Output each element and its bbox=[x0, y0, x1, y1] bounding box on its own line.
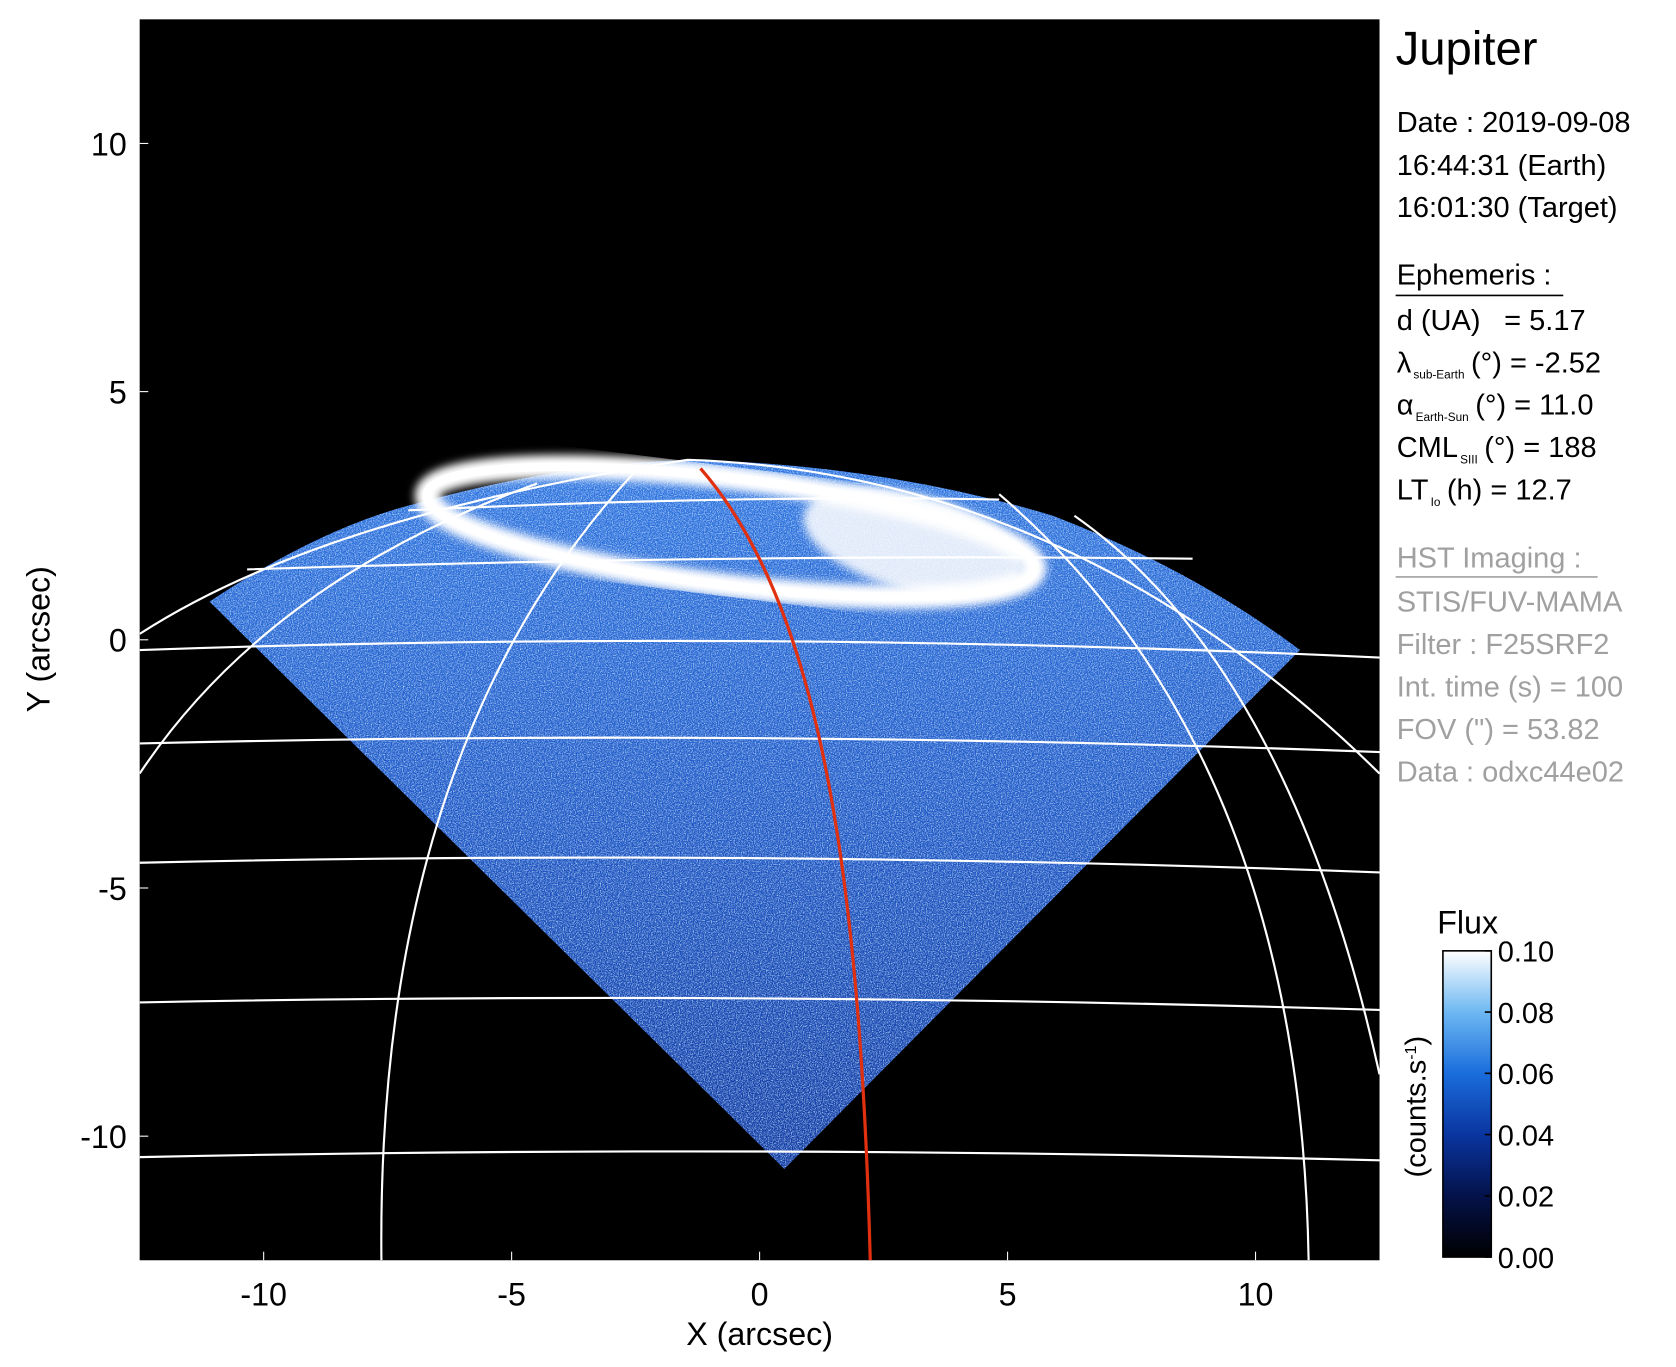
x-tick-label: -10 bbox=[240, 1276, 287, 1312]
ephemeris-subscript: SIII bbox=[1460, 453, 1478, 467]
imaging-line: Filter : F25SRF2 bbox=[1397, 629, 1610, 661]
y-tick-label: 0 bbox=[109, 623, 127, 659]
time-target: 16:01:30 (Target) bbox=[1397, 192, 1618, 224]
colorbar-tick-label: 0.10 bbox=[1498, 937, 1554, 969]
colorbar-title: Flux bbox=[1437, 905, 1498, 941]
imaging-heading: HST Imaging : bbox=[1397, 542, 1582, 574]
ephemeris-subscript: Io bbox=[1431, 495, 1441, 509]
ephemeris-symbol: d (UA) bbox=[1397, 305, 1481, 337]
x-tick-label: -5 bbox=[497, 1276, 526, 1312]
x-tick-label: 0 bbox=[751, 1276, 769, 1312]
ephemeris-value: (h) = 12.7 bbox=[1447, 475, 1572, 507]
ephemeris-symbol: LT bbox=[1397, 475, 1429, 507]
colorbar-tick-label: 0.02 bbox=[1498, 1182, 1554, 1214]
time-earth: 16:44:31 (Earth) bbox=[1397, 150, 1607, 182]
colorbar-tick-label: 0.08 bbox=[1498, 998, 1554, 1030]
image bbox=[139, 454, 1380, 1261]
auroral-emission bbox=[803, 487, 1023, 598]
imaging-line: FOV (") = 53.82 bbox=[1397, 714, 1600, 746]
ephemeris: d (UA) = 5.17 λ sub-Earth (°) = -2.52 α Earth-… bbox=[1397, 305, 1601, 509]
ephemeris-item: LT Io (h) = 12.7 bbox=[1397, 475, 1572, 509]
colorbar-tick-label: 0.04 bbox=[1498, 1120, 1554, 1152]
colorbar-label-sup: -1 bbox=[1402, 1045, 1420, 1059]
auroral-oval-core bbox=[422, 462, 1039, 602]
ephemeris-symbol: α bbox=[1397, 390, 1414, 422]
imaging-line: Int. time (s) = 100 bbox=[1397, 671, 1623, 703]
ephemeris-subscript: Earth-Sun bbox=[1416, 410, 1469, 424]
colorbar-label: (counts.s-1) bbox=[1401, 1036, 1433, 1178]
panel-title: Jupiter bbox=[1396, 22, 1538, 75]
y-axis-label: Y (arcsec) bbox=[20, 566, 56, 712]
x-tick-label: 10 bbox=[1238, 1276, 1274, 1312]
noise-texture bbox=[209, 459, 1301, 1169]
x-tick-label: 5 bbox=[999, 1276, 1017, 1312]
ephemeris-value: (°) = 11.0 bbox=[1475, 390, 1593, 422]
x-axis-label: X (arcsec) bbox=[686, 1316, 833, 1352]
colorbar-tick-label: 0.00 bbox=[1498, 1243, 1554, 1275]
colorbar-label-text: (counts.s bbox=[1401, 1060, 1433, 1178]
imaging-line: Data : odxc44e02 bbox=[1397, 757, 1624, 789]
ephemeris-heading: Ephemeris : bbox=[1397, 260, 1552, 292]
ephemeris-symbol: CML bbox=[1397, 432, 1458, 464]
ephemeris-item: α Earth-Sun (°) = 11.0 bbox=[1397, 390, 1594, 424]
y-tick-label: -10 bbox=[80, 1119, 127, 1155]
y-tick-label: -5 bbox=[98, 871, 127, 907]
date: Date : 2019-09-08 bbox=[1397, 107, 1631, 139]
ephemeris-item: λ sub-Earth (°) = -2.52 bbox=[1397, 347, 1601, 381]
colorbar-tick-label: 0.06 bbox=[1498, 1059, 1554, 1091]
imaging: STIS/FUV-MAMA Filter : F25SRF2 Int. time (… bbox=[1397, 586, 1624, 788]
y-tick-label: 5 bbox=[109, 374, 127, 410]
colorbar-label-close: ) bbox=[1401, 1036, 1433, 1046]
imaging-line: STIS/FUV-MAMA bbox=[1397, 586, 1623, 618]
ephemeris-subscript: sub-Earth bbox=[1413, 368, 1464, 382]
ephemeris-item: d (UA) = 5.17 bbox=[1397, 305, 1586, 337]
y-tick-label: 10 bbox=[91, 126, 127, 162]
ephemeris-item: CML SIII (°) = 188 bbox=[1397, 432, 1597, 466]
colorbar bbox=[1442, 950, 1493, 1258]
ephemeris-value: = 5.17 bbox=[1504, 305, 1585, 337]
ephemeris-value: (°) = 188 bbox=[1484, 432, 1596, 464]
ephemeris-symbol: λ bbox=[1397, 347, 1412, 379]
central-meridian bbox=[699, 467, 872, 1261]
figure-root: Jupiter Date : 2019-09-08 16:44:31 (Eart… bbox=[20, 19, 1631, 1352]
planet-grid bbox=[139, 458, 1380, 1261]
ephemeris-value: (°) = -2.52 bbox=[1471, 347, 1601, 379]
